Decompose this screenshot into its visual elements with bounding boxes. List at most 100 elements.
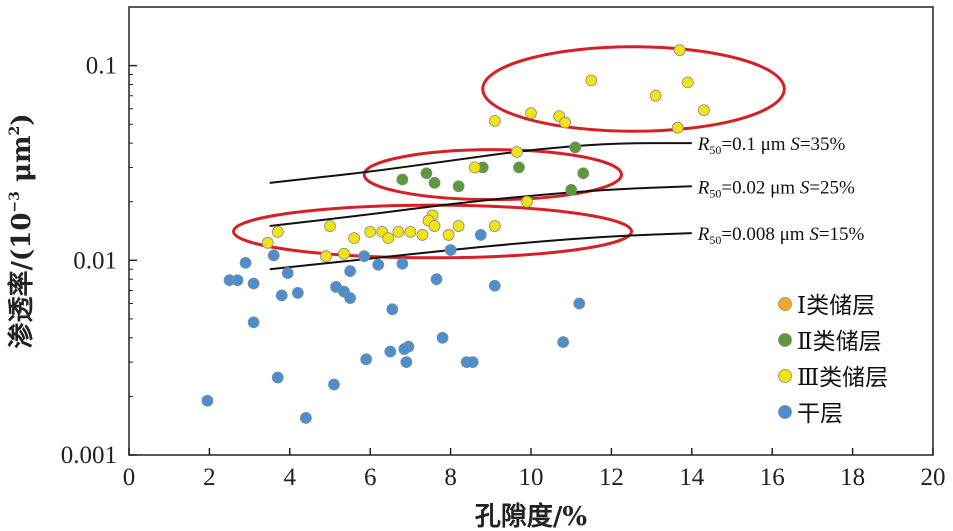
data-point — [364, 225, 377, 238]
data-point — [267, 249, 280, 262]
x-tick-label: 18 — [840, 464, 865, 491]
data-point — [382, 232, 395, 245]
data-point — [344, 265, 357, 278]
data-point — [275, 289, 288, 302]
data-point — [386, 303, 399, 316]
data-point — [559, 116, 572, 129]
legend-marker — [778, 369, 792, 383]
data-point — [565, 183, 578, 196]
class-ellipse — [232, 203, 634, 260]
data-point — [442, 229, 455, 241]
data-point — [466, 356, 479, 369]
data-point — [585, 74, 598, 87]
legend-marker — [778, 405, 792, 419]
data-point — [338, 247, 350, 260]
curve-label: R50=0.1 μm S=35% — [697, 134, 846, 157]
data-point — [201, 394, 214, 407]
class-ellipse — [481, 45, 786, 133]
data-point — [396, 173, 409, 186]
data-point — [513, 161, 525, 174]
data-point — [511, 146, 523, 158]
data-point — [416, 229, 429, 241]
y-axis-title: 渗透率/(10−3 μm2) — [6, 113, 37, 348]
x-tick-label: 6 — [364, 464, 377, 491]
x-tick-label: 12 — [599, 464, 624, 491]
data-point — [404, 225, 417, 238]
data-point — [557, 336, 570, 349]
x-axis-title: 孔隙度/% — [475, 501, 587, 531]
data-point — [673, 44, 686, 57]
capillary-curve — [269, 185, 692, 228]
data-point — [488, 115, 501, 127]
data-point — [488, 220, 501, 232]
data-point — [320, 250, 332, 263]
data-point — [291, 287, 304, 299]
data-point — [577, 167, 590, 180]
data-point — [428, 220, 441, 232]
data-point — [428, 176, 441, 189]
data-point — [444, 244, 457, 256]
data-point — [231, 274, 244, 287]
data-point — [400, 356, 413, 369]
data-point — [573, 297, 586, 310]
y-tick-label: 0.01 — [73, 247, 117, 274]
x-tick-label: 14 — [679, 464, 705, 491]
x-tick-label: 2 — [203, 464, 216, 491]
data-point — [474, 229, 487, 241]
data-points — [201, 44, 710, 424]
data-point — [430, 273, 443, 286]
data-point — [271, 371, 284, 384]
capillary-curve — [269, 232, 692, 271]
data-point — [299, 412, 312, 424]
y-axis-ticks: 0.001 0.01 0.1 — [61, 6, 137, 469]
data-point — [324, 220, 336, 232]
x-axis-ticks: 0 2 4 6 8 10 12 14 16 18 20 — [123, 448, 946, 491]
data-point — [468, 161, 481, 174]
data-point — [420, 167, 433, 180]
data-point — [525, 107, 537, 120]
x-tick-label: 0 — [123, 464, 136, 491]
data-point — [452, 220, 465, 232]
curve-label: R50=0.02 μm S=25% — [697, 177, 855, 200]
data-point — [247, 277, 260, 290]
data-point — [348, 232, 361, 245]
data-point — [671, 121, 684, 134]
data-point — [271, 225, 284, 238]
data-point — [681, 76, 694, 89]
pore-throat-curves — [269, 142, 692, 271]
curve-label: R50=0.008 μm S=15% — [697, 224, 865, 247]
data-point — [396, 257, 409, 270]
data-point — [360, 353, 373, 366]
curve-labels: R50=0.1 μm S=35% R50=0.02 μm S=25% R50=0.0… — [697, 134, 865, 247]
data-point — [436, 331, 449, 344]
y-tick-label: 0.1 — [86, 53, 117, 80]
legend-marker — [778, 333, 792, 347]
x-tick-label: 4 — [284, 464, 297, 491]
data-point — [344, 292, 357, 304]
x-tick-label: 8 — [444, 464, 457, 491]
y-tick-label: 0.001 — [61, 442, 117, 469]
legend-label: 干层 — [797, 401, 843, 427]
data-point — [328, 378, 340, 391]
data-point — [488, 279, 501, 292]
x-tick-label: 20 — [921, 464, 946, 491]
data-point — [649, 89, 662, 102]
data-point — [521, 195, 533, 208]
capillary-curve — [269, 142, 692, 184]
data-point — [239, 256, 252, 269]
data-point — [452, 180, 465, 193]
data-point — [358, 250, 371, 263]
data-point — [697, 104, 710, 117]
legend-label: Ⅱ类储层 — [797, 329, 882, 355]
data-point — [261, 236, 274, 249]
data-point — [384, 345, 397, 358]
data-point — [372, 258, 385, 271]
data-point — [247, 316, 260, 329]
data-point — [281, 267, 294, 279]
legend-label: Ⅰ类储层 — [797, 293, 875, 319]
legend-label: Ⅲ类储层 — [797, 365, 888, 391]
x-tick-label: 10 — [519, 464, 544, 491]
data-point — [398, 343, 411, 355]
